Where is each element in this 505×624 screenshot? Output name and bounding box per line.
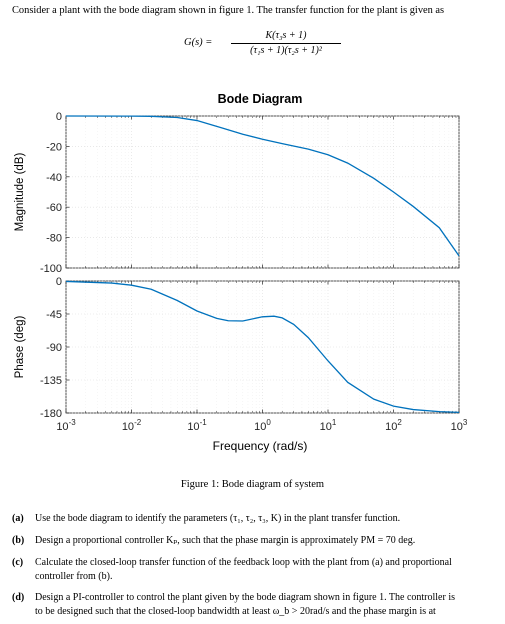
question-d-text-cont: to be designed such that the closed-loop… — [35, 606, 436, 617]
x-axis-label: Frequency (rad/s) — [213, 439, 308, 453]
intro-text: Consider a plant with the bode diagram s… — [12, 5, 445, 16]
phase-panel: 0 -45 -90 -135 -180 Phase (deg) — [14, 276, 460, 420]
question-d-text: Design a PI-controller to control the pl… — [35, 592, 455, 603]
magnitude-y-ticks: 0 -20 -40 -60 -80 -100 — [40, 111, 62, 275]
question-b-label: (b) — [12, 535, 25, 546]
equation-numerator: K(τ₃s + 1) — [265, 30, 307, 41]
question-c-text: Calculate the closed-loop transfer funct… — [35, 557, 452, 568]
question-a: (a) Use the bode diagram to identify the … — [12, 512, 496, 526]
y-tick-label: -100 — [40, 263, 62, 275]
phase-y-ticks: 0 -45 -90 -135 -180 — [40, 276, 62, 420]
equation-denominator: (τ₁s + 1)(τ₂s + 1)² — [250, 45, 322, 56]
y-tick-label: 0 — [56, 276, 62, 288]
question-c-label: (c) — [12, 557, 24, 568]
magnitude-panel: 0 -20 -40 -60 -80 -100 Magnitude (dB) — [14, 111, 460, 275]
x-tick-label: 100 — [254, 418, 271, 433]
chart-title: Bode Diagram — [218, 92, 303, 106]
magnitude-grid — [65, 115, 460, 269]
question-b-text: Design a proportional controller Kₚ, suc… — [35, 535, 416, 546]
question-d: (d) Design a PI-controller to control the… — [12, 591, 496, 619]
question-c-text-cont: controller from (b). — [35, 571, 113, 582]
x-tick-label: 102 — [385, 418, 402, 433]
question-a-text: Use the bode diagram to identify the par… — [35, 513, 401, 524]
phase-grid — [65, 280, 460, 414]
x-tick-label: 10-1 — [187, 418, 207, 433]
equation-lhs: G(s) = — [184, 37, 213, 48]
phase-ylabel: Phase (deg) — [14, 316, 26, 379]
figure-caption: Figure 1: Bode diagram of system — [180, 479, 325, 490]
y-tick-label: -80 — [46, 233, 62, 245]
y-tick-label: -135 — [40, 375, 62, 387]
y-tick-label: -60 — [46, 202, 62, 214]
y-tick-label: -20 — [46, 141, 62, 153]
magnitude-curve — [65, 115, 460, 257]
phase-curve — [65, 280, 460, 413]
y-tick-label: -180 — [40, 408, 62, 420]
x-tick-label: 10-2 — [122, 418, 142, 433]
question-c: (c) Calculate the closed-loop transfer fu… — [12, 556, 496, 584]
equation-fraction: K(τ₃s + 1) (τ₁s + 1)(τ₂s + 1)² — [231, 30, 341, 57]
question-b: (b) Design a proportional controller Kₚ, … — [12, 534, 496, 548]
bode-diagram: Bode Diagram 0 -20 -40 -60 -80 -100 Magnitude… — [14, 92, 468, 453]
magnitude-ylabel: Magnitude (dB) — [14, 153, 26, 232]
y-tick-label: -45 — [46, 309, 62, 321]
x-tick-label: 10-3 — [56, 418, 76, 433]
x-tick-label: 101 — [320, 418, 337, 433]
y-tick-label: -40 — [46, 172, 62, 184]
x-tick-label: 103 — [451, 418, 468, 433]
y-tick-label: -90 — [46, 342, 62, 354]
fraction-bar — [231, 43, 341, 44]
x-ticks: 10-3 10-2 10-1 100 101 102 103 — [56, 418, 468, 433]
question-d-label: (d) — [12, 592, 25, 603]
y-tick-label: 0 — [56, 111, 62, 123]
question-a-label: (a) — [12, 513, 24, 524]
